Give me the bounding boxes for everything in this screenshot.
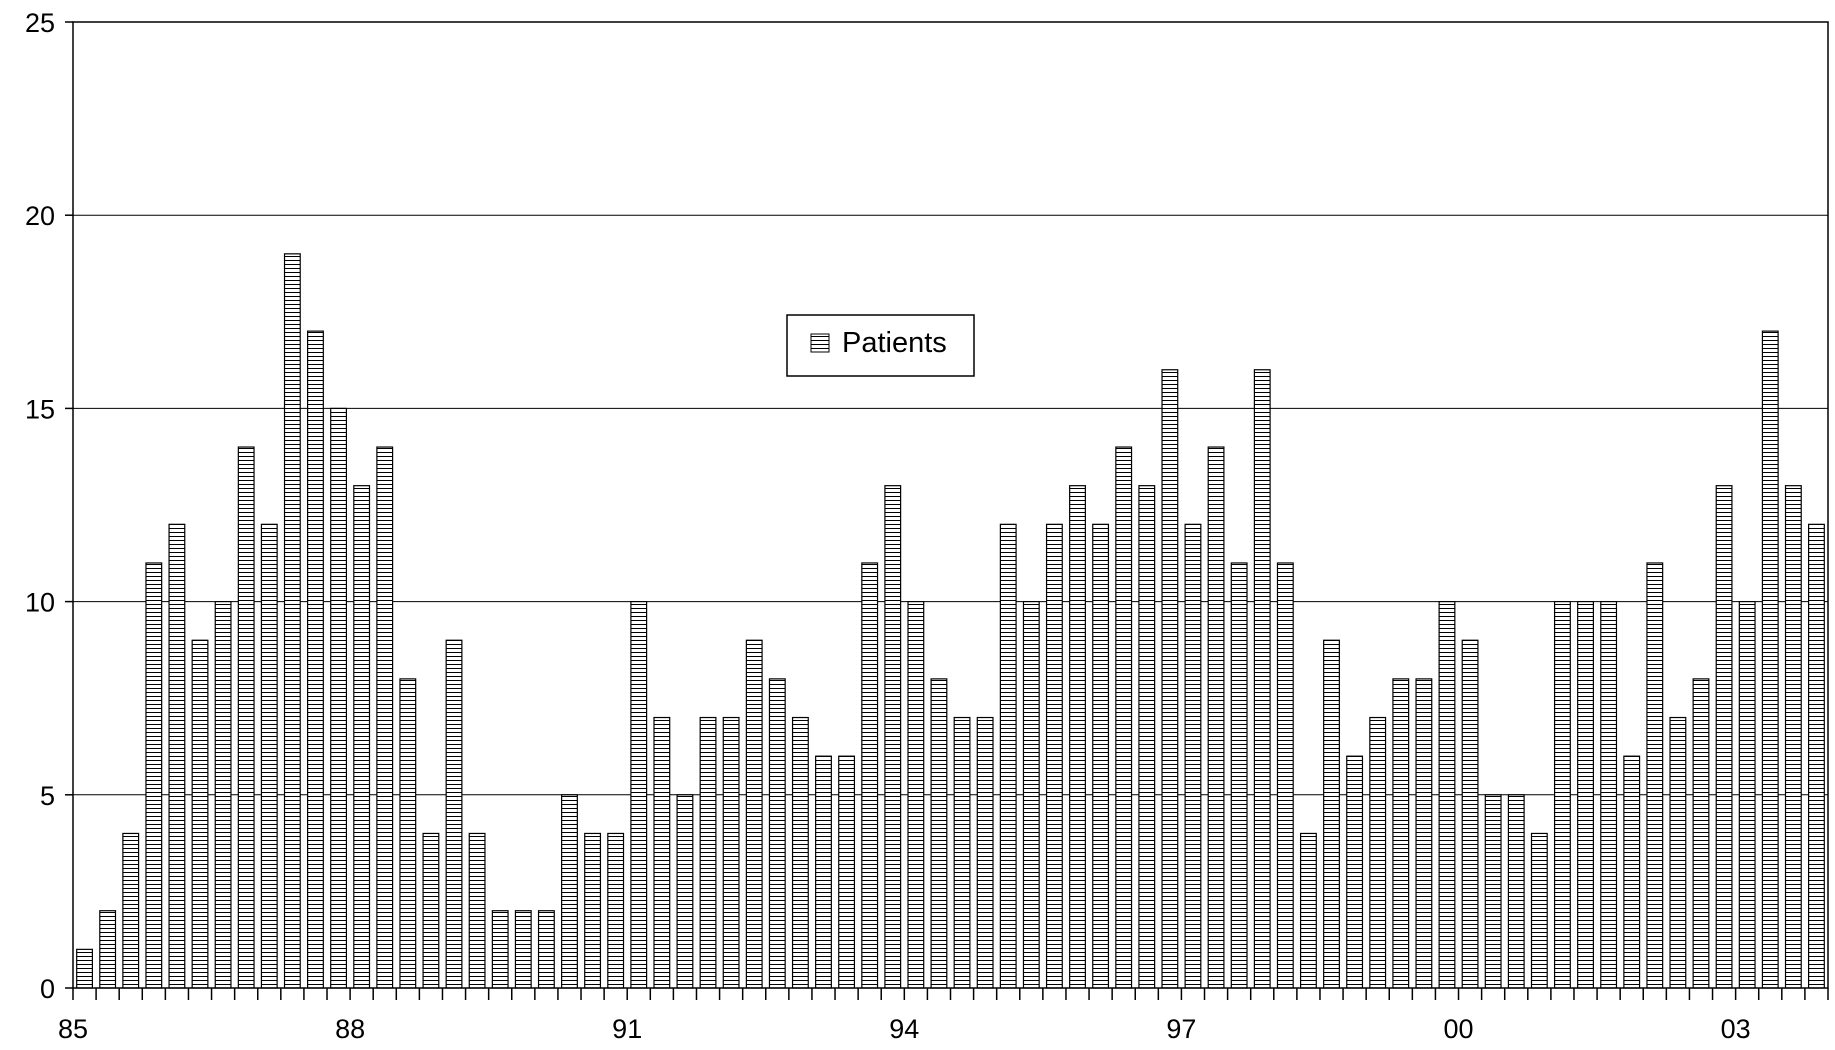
bar xyxy=(1092,523,1110,989)
bar xyxy=(745,639,763,989)
bar xyxy=(1276,562,1294,989)
bar xyxy=(445,639,463,989)
bar xyxy=(237,446,255,989)
bar xyxy=(976,716,994,989)
bar xyxy=(1069,485,1086,989)
bar xyxy=(676,794,694,989)
bar xyxy=(214,600,232,989)
bar xyxy=(768,678,786,989)
bar xyxy=(699,716,717,989)
bar xyxy=(260,523,278,989)
bar xyxy=(537,910,555,989)
bar xyxy=(491,910,509,989)
legend: Patients xyxy=(786,314,975,377)
bar xyxy=(1669,716,1687,989)
bar xyxy=(330,407,348,989)
bar xyxy=(561,794,578,989)
bar xyxy=(1461,639,1479,989)
bar xyxy=(1784,485,1802,989)
bar xyxy=(722,716,740,989)
x-tick-label: 88 xyxy=(335,1014,365,1044)
bar xyxy=(283,253,301,989)
bar xyxy=(1692,678,1710,989)
x-tick-label: 00 xyxy=(1444,1014,1474,1044)
bar xyxy=(1807,523,1825,989)
y-tick-label: 0 xyxy=(40,974,55,1004)
bar xyxy=(76,948,93,989)
y-tick-label: 15 xyxy=(25,394,55,424)
bar xyxy=(1369,716,1387,989)
bar xyxy=(1323,639,1340,989)
bar xyxy=(145,562,163,989)
bar xyxy=(1253,369,1271,989)
bar xyxy=(422,832,440,989)
bar xyxy=(907,600,925,989)
legend-label-patients: Patients xyxy=(842,327,947,359)
bar xyxy=(1438,600,1456,989)
x-tick-label: 03 xyxy=(1721,1014,1751,1044)
bar xyxy=(653,716,671,989)
bar xyxy=(1299,832,1317,989)
bar xyxy=(1715,485,1733,989)
bar xyxy=(168,523,186,989)
bar xyxy=(468,832,486,989)
bar xyxy=(1207,446,1225,989)
bar xyxy=(1484,794,1502,989)
bar xyxy=(99,910,117,989)
bar xyxy=(1184,523,1202,989)
bar xyxy=(1022,600,1040,989)
bar xyxy=(791,716,809,989)
bar xyxy=(884,485,902,989)
bar xyxy=(1415,678,1433,989)
bar xyxy=(399,678,417,989)
bar xyxy=(838,755,856,989)
bar xyxy=(1115,446,1133,989)
bar xyxy=(1346,755,1364,989)
bar xyxy=(191,639,209,989)
bar xyxy=(815,755,832,989)
bar xyxy=(1553,600,1571,989)
bar xyxy=(1530,832,1548,989)
bar xyxy=(122,832,140,989)
bar xyxy=(999,523,1017,989)
bar xyxy=(1161,369,1179,989)
bar xyxy=(353,485,371,989)
bar xyxy=(1738,600,1756,989)
bar xyxy=(1761,330,1779,989)
bar xyxy=(1623,755,1641,989)
bar xyxy=(1138,485,1156,989)
bar xyxy=(307,330,324,989)
bar xyxy=(1577,600,1594,989)
bar xyxy=(584,832,602,989)
y-axis-tick-labels: 0 5 10 15 20 25 xyxy=(25,8,55,1004)
x-tick-label: 85 xyxy=(58,1014,88,1044)
axes xyxy=(65,21,1829,1000)
bar xyxy=(861,562,879,989)
bar xyxy=(1045,523,1063,989)
bar xyxy=(1646,562,1664,989)
x-axis-tick-labels: 85 88 91 94 97 00 03 xyxy=(58,1014,1751,1044)
y-tick-label: 5 xyxy=(40,781,55,811)
bar xyxy=(953,716,971,989)
y-tick-label: 20 xyxy=(25,201,55,231)
x-tick-label: 97 xyxy=(1166,1014,1196,1044)
bar xyxy=(930,678,948,989)
bar xyxy=(1392,678,1410,989)
bar xyxy=(376,446,394,989)
x-tick-label: 94 xyxy=(889,1014,919,1044)
bar xyxy=(1507,794,1525,989)
bar xyxy=(1600,600,1618,989)
bar xyxy=(1230,562,1248,989)
y-tick-label: 25 xyxy=(25,8,55,38)
bar xyxy=(630,600,648,989)
bar xyxy=(607,832,625,989)
legend-swatch-patients xyxy=(810,333,830,353)
x-tick-label: 91 xyxy=(612,1014,642,1044)
y-tick-label: 10 xyxy=(25,588,55,618)
bar xyxy=(514,910,532,989)
